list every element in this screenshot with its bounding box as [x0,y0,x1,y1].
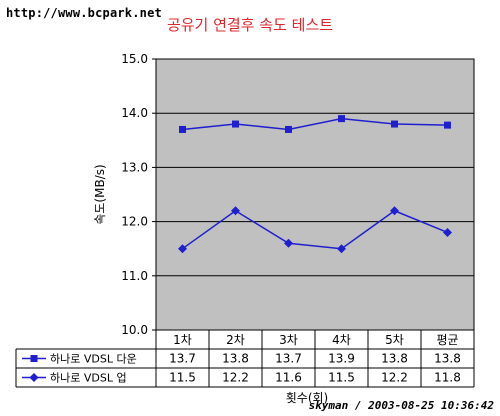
legend-marker-1 [30,355,38,362]
series-1-point [179,125,186,133]
series-2-point [284,238,293,248]
y-tick-label: 15.0 [121,52,148,66]
table-value: 13.9 [328,352,355,366]
plot-area [155,58,475,331]
series-2-point [231,206,240,216]
table-value: 13.7 [169,352,196,366]
series-1-point [444,121,451,129]
table-value: 13.8 [222,352,249,366]
x-category-label: 평균 [436,333,458,347]
y-tick-label: 11.0 [121,269,148,283]
chart-title: 공유기 연결후 속도 테스트 [166,16,334,34]
table-value: 11.5 [169,371,196,385]
x-axis-title: 횟수(회) [286,391,328,405]
y-tick-label: 12.0 [121,215,148,229]
table-value: 11.6 [275,371,302,385]
series-1-point [391,120,398,128]
watermark-top: http://www.bcpark.net [6,6,162,20]
series-2-point [390,206,399,216]
table-value: 13.7 [275,352,302,366]
legend-label-1: 하나로 VDSL 다운 [50,352,137,366]
table-value: 13.8 [434,352,461,366]
x-category-label: 4차 [332,333,351,347]
legend-marker-2 [29,373,39,382]
x-category-label: 3차 [279,333,298,347]
y-tick-label: 10.0 [121,323,148,337]
table-value: 11.8 [434,371,461,385]
table-value: 11.5 [328,371,355,385]
y-tick-label: 14.0 [121,106,148,120]
legend-label-2: 하나로 VDSL 업 [50,371,127,385]
watermark-bottom: skyman / 2003-08-25 10:36:42 [308,399,494,412]
series-line-2 [182,209,448,250]
y-axis-title: 속도(MB/s) [93,164,107,224]
series-1-point [285,125,292,133]
x-category-label: 5차 [385,333,404,347]
series-line-1 [182,117,448,131]
table-value: 12.2 [222,371,249,385]
table-value: 13.8 [381,352,408,366]
series-1-point [338,115,345,123]
series-2-point [178,244,187,254]
series-1-point [232,120,239,128]
series-2-point [443,227,452,237]
y-tick-label: 13.0 [121,160,148,174]
series-2-point [337,244,346,254]
x-category-label: 1차 [173,333,192,347]
x-category-label: 2차 [226,333,245,347]
table-value: 12.2 [381,371,408,385]
